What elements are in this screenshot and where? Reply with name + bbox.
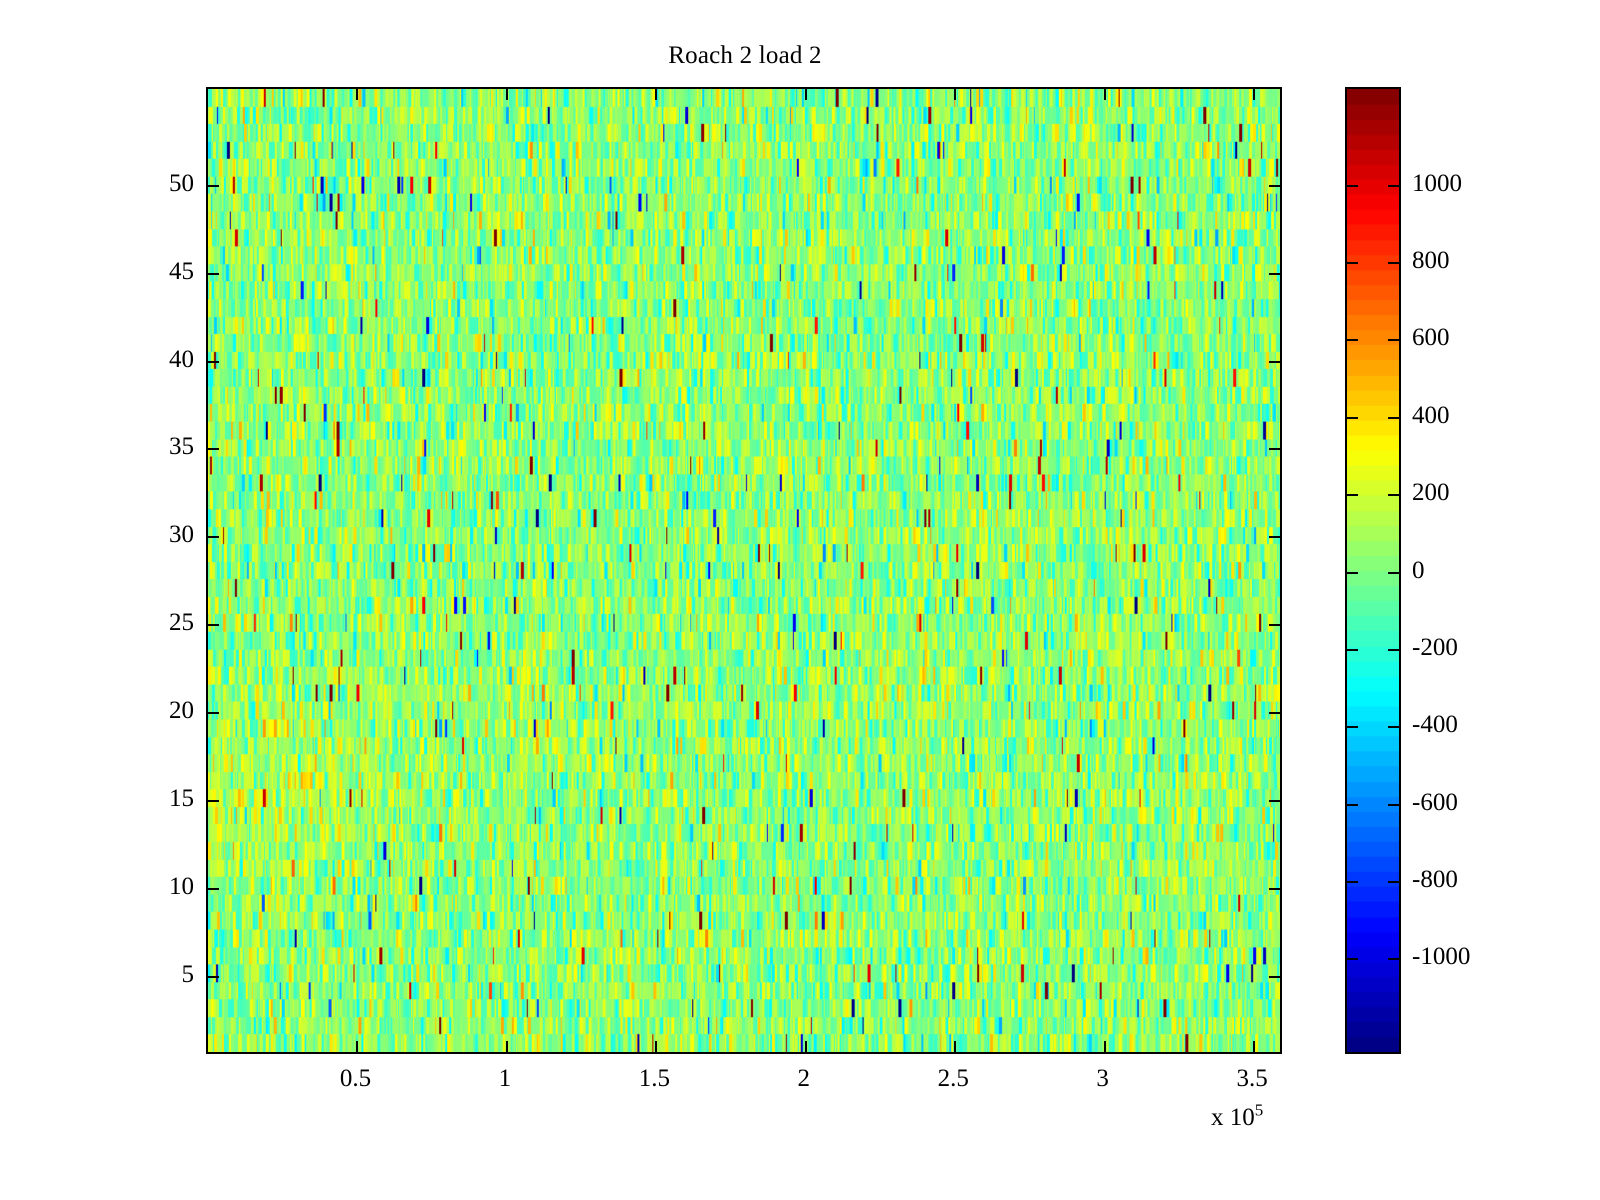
x-tick-mark [954,1041,957,1052]
y-tick-mark-right [1269,624,1280,627]
colorbar-tick-mark [1347,571,1358,574]
y-tick-label: 30 [169,521,194,549]
x-tick-mark-top [655,89,658,100]
y-tick-mark-right [1269,536,1280,539]
y-tick-mark [208,184,219,187]
colorbar-tick-mark [1347,262,1358,265]
y-tick-label: 45 [169,257,194,285]
colorbar-tick-mark-right [1388,339,1399,342]
colorbar-tick-mark-right [1388,494,1399,497]
colorbar-tick-mark [1347,339,1358,342]
y-tick-mark [208,360,219,363]
colorbar-tick-mark-right [1388,262,1399,265]
y-tick-label: 50 [169,169,194,197]
colorbar-tick-mark-right [1388,803,1399,806]
y-tick-mark [208,624,219,627]
y-tick-mark [208,272,219,275]
x-tick-mark-top [1253,89,1256,100]
colorbar-tick-label: -800 [1412,865,1458,893]
colorbar[interactable] [1345,87,1401,1054]
heatmap-image [208,89,1280,1052]
x-tick-mark [655,1041,658,1052]
y-tick-mark [208,712,219,715]
heatmap-axes[interactable] [206,87,1282,1054]
x-tick-mark-top [1103,89,1106,100]
y-tick-mark [208,800,219,803]
colorbar-gradient [1347,89,1399,1052]
x-tick-mark [356,1041,359,1052]
x-tick-label: 0.5 [339,1065,372,1092]
y-tick-label: 20 [169,697,194,725]
colorbar-tick-label: 1000 [1412,169,1462,197]
colorbar-tick-mark [1347,726,1358,729]
colorbar-tick-label: -200 [1412,633,1458,661]
x-tick-mark-top [356,89,359,100]
colorbar-tick-mark [1347,416,1358,419]
colorbar-tick-mark [1347,958,1358,961]
colorbar-tick-mark-right [1388,184,1399,187]
x-tick-label: 2 [797,1065,811,1092]
y-tick-mark-right [1269,272,1280,275]
x-tick-mark [804,1041,807,1052]
y-tick-label: 15 [169,785,194,813]
x-tick-mark-top [954,89,957,100]
y-tick-mark-right [1269,184,1280,187]
y-tick-mark [208,975,219,978]
colorbar-tick-mark-right [1388,958,1399,961]
y-tick-mark-right [1269,448,1280,451]
colorbar-tick-mark [1347,880,1358,883]
colorbar-tick-label: 400 [1412,401,1450,429]
colorbar-tick-label: 0 [1412,556,1425,584]
y-tick-mark-right [1269,712,1280,715]
colorbar-tick-mark-right [1388,571,1399,574]
x-exponent-prefix: x 10 [1211,1104,1255,1131]
colorbar-tick-mark [1347,803,1358,806]
colorbar-tick-mark [1347,494,1358,497]
colorbar-tick-label: -400 [1412,711,1458,739]
colorbar-tick-label: -1000 [1412,943,1471,971]
x-tick-mark [1103,1041,1106,1052]
x-tick-mark [1253,1041,1256,1052]
y-tick-label: 25 [169,609,194,637]
colorbar-tick-label: -600 [1412,788,1458,816]
y-tick-mark [208,536,219,539]
x-tick-label: 1.5 [638,1065,670,1092]
x-tick-mark [505,1041,508,1052]
x-tick-label: 3.5 [1236,1065,1268,1092]
y-tick-mark-right [1269,887,1280,890]
colorbar-tick-mark [1347,648,1358,651]
colorbar-tick-label: 800 [1412,247,1450,275]
colorbar-tick-mark [1347,184,1358,187]
x-tick-label: 1 [498,1065,512,1092]
colorbar-tick-label: 200 [1412,479,1450,507]
x-tick-mark-top [505,89,508,100]
x-tick-label: 3 [1096,1065,1109,1092]
colorbar-tick-label: 600 [1412,324,1450,352]
y-tick-label: 5 [181,960,195,988]
page-title: Roach 2 load 2 [668,42,822,69]
y-tick-mark [208,448,219,451]
x-exponent-power: 5 [1254,1100,1264,1120]
y-tick-label: 35 [169,433,194,461]
x-tick-mark-top [804,89,807,100]
colorbar-tick-mark-right [1388,880,1399,883]
y-tick-label: 40 [169,345,194,373]
y-tick-mark-right [1269,975,1280,978]
y-tick-mark [208,887,219,890]
y-tick-mark-right [1269,360,1280,363]
colorbar-tick-mark-right [1388,648,1399,651]
x-axis-exponent-label: x 105 [1211,1100,1264,1131]
x-tick-label: 2.5 [937,1065,969,1092]
y-tick-mark-right [1269,800,1280,803]
y-tick-label: 10 [169,872,194,900]
colorbar-tick-mark-right [1388,416,1399,419]
colorbar-tick-mark-right [1388,726,1399,729]
